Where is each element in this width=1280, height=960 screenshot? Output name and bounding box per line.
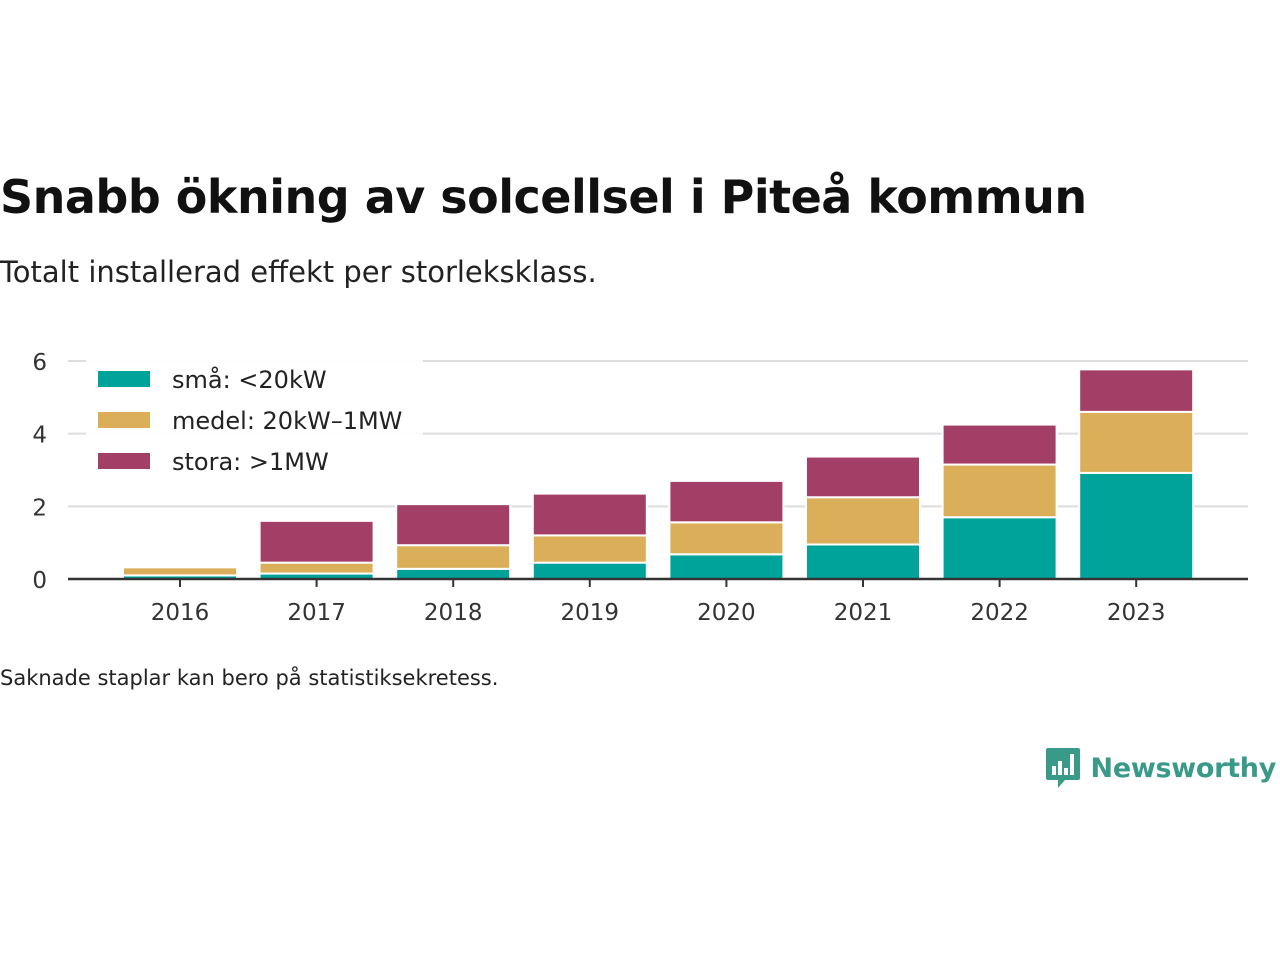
chart-subtitle: Totalt installerad effekt per storlekskl… — [0, 255, 597, 289]
x-tick-label: 2021 — [834, 600, 893, 626]
bar-segment — [1078, 471, 1195, 580]
bar-segment — [805, 543, 921, 581]
x-tick-label: 2020 — [697, 600, 756, 626]
legend: små: <20kW medel: 20kW–1MW stora: >1MW — [86, 360, 423, 476]
legend-label: medel: 20kW–1MW — [172, 407, 402, 435]
x-tick-label: 2023 — [1107, 600, 1166, 626]
x-tick-label: 2022 — [970, 600, 1029, 626]
y-tick-label: 6 — [32, 350, 47, 376]
x-tick-label: 2016 — [151, 600, 210, 626]
bar-segment — [941, 516, 1058, 581]
bar-segment — [258, 519, 375, 564]
y-tick-label: 0 — [32, 568, 47, 594]
y-axis-ticks: 0 2 4 6 — [32, 350, 47, 594]
bar-segment — [668, 479, 785, 524]
legend-swatch — [98, 453, 150, 469]
chart-title: Snabb ökning av solcellsel i Piteå kommu… — [0, 170, 1087, 224]
stacked-bar-chart: 0 2 4 6 2016 2017 2018 2019 2020 2021 2022 2023 sm… — [32, 350, 1248, 626]
bar-segment — [1078, 410, 1195, 474]
bar-segment — [668, 553, 785, 581]
bar-segment — [941, 463, 1058, 519]
legend-swatch — [98, 371, 150, 387]
x-tick-label: 2019 — [561, 600, 620, 626]
x-tick-label: 2017 — [287, 600, 346, 626]
y-tick-label: 4 — [32, 423, 47, 449]
bar-segment — [941, 423, 1058, 466]
bar-segment — [395, 503, 512, 547]
newsworthy-logo-icon — [1045, 748, 1080, 788]
y-tick-label: 2 — [32, 495, 47, 521]
bar-segment — [805, 455, 921, 499]
brand-logo[interactable]: Newsworthy — [1045, 746, 1276, 790]
bar-segment — [531, 492, 648, 537]
bar-segment — [805, 496, 921, 546]
bar-segment — [258, 561, 375, 575]
bar-segment — [531, 534, 648, 564]
bar-segment — [395, 567, 512, 580]
bar-segment — [122, 566, 238, 577]
bar-segment — [668, 521, 785, 556]
brand-name: Newsworthy — [1090, 752, 1277, 784]
bar-segment — [1078, 368, 1195, 413]
x-tick-label: 2018 — [424, 600, 483, 626]
legend-swatch — [98, 412, 150, 428]
legend-label: små: <20kW — [172, 365, 327, 394]
bar-segment — [531, 561, 648, 580]
legend-label: stora: >1MW — [172, 448, 329, 476]
x-axis-ticks: 2016 2017 2018 2019 2020 2021 2022 2023 — [151, 579, 1166, 626]
bar-segment — [395, 544, 512, 570]
bars — [122, 368, 1195, 581]
footnote: Saknade staplar kan bero på statistiksek… — [0, 666, 499, 690]
